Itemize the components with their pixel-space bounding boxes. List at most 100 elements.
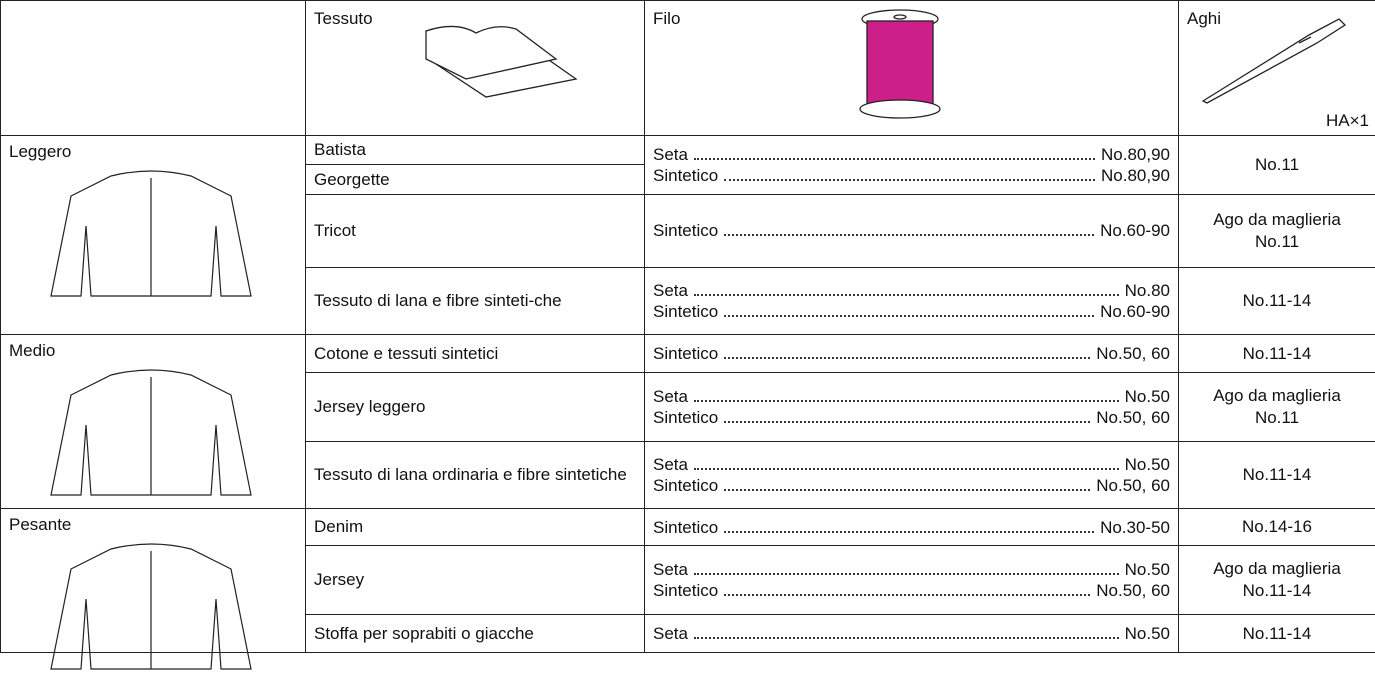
thread-name: Sintetico xyxy=(653,343,718,364)
thread-name: Seta xyxy=(653,386,688,407)
header-cell: Tessuto xyxy=(306,1,645,136)
needle-cell: No.11-14 xyxy=(1179,268,1375,335)
fabric-cell: Tessuto di lana e fibre sinteti-che xyxy=(306,268,645,335)
thread-cell: Seta No.80 Sintetico No.60-90 xyxy=(645,268,1179,335)
thread-name: Sintetico xyxy=(653,301,718,322)
fabric-name: Cotone e tessuti sintetici xyxy=(314,344,498,363)
thread-line: Seta No.50 xyxy=(653,454,1170,475)
thread-size: No.50 xyxy=(1125,623,1170,644)
needle-cell: No.11-14 xyxy=(1179,442,1375,509)
thread-name: Seta xyxy=(653,454,688,475)
fabric-cell: Cotone e tessuti sintetici xyxy=(306,335,645,373)
spool-icon xyxy=(845,7,955,125)
fabric-cell: Batista xyxy=(306,136,645,165)
table-row: Medio Cotone e tessuti sintetici Sintetico… xyxy=(1,335,1375,373)
needle-text: No.14-16 xyxy=(1187,516,1367,538)
fabric-cell: Tricot xyxy=(306,194,645,267)
needle-text: No.11-14 xyxy=(1187,580,1367,602)
thread-line: Sintetico No.50, 60 xyxy=(653,343,1170,364)
needle-text: Ago da maglieria xyxy=(1187,209,1367,231)
leader xyxy=(694,294,1119,296)
thread-name: Seta xyxy=(653,280,688,301)
fabric-name: Tricot xyxy=(314,221,356,240)
thread-line: Sintetico No.50, 60 xyxy=(653,475,1170,496)
thread-line: Seta No.50 xyxy=(653,559,1170,580)
thread-size: No.50 xyxy=(1125,454,1170,475)
thread-name: Sintetico xyxy=(653,580,718,601)
leader xyxy=(724,357,1090,359)
thread-size: No.60-90 xyxy=(1100,220,1170,241)
weight-label: Medio xyxy=(9,341,297,361)
weight-label: Pesante xyxy=(9,515,297,535)
weight-cell: Leggero xyxy=(1,136,306,335)
leader xyxy=(724,421,1090,423)
thread-cell: Sintetico No.50, 60 xyxy=(645,335,1179,373)
fabric-name: Stoffa per soprabiti o giacche xyxy=(314,624,534,643)
thread-cell: Seta No.50 Sintetico No.50, 60 xyxy=(645,442,1179,509)
thread-line: Seta No.80,90 xyxy=(653,144,1170,165)
thread-name: Sintetico xyxy=(653,165,718,186)
thread-name: Sintetico xyxy=(653,475,718,496)
page: body { margin: 0; width: 1375px; height:… xyxy=(0,0,1375,644)
needle-text: No.11-14 xyxy=(1187,464,1367,486)
leader xyxy=(694,573,1119,575)
leader xyxy=(724,234,1094,236)
leader xyxy=(724,179,1095,181)
needle-text: Ago da maglieria xyxy=(1187,558,1367,580)
leader xyxy=(694,158,1095,160)
thread-size: No.50, 60 xyxy=(1096,475,1170,496)
thread-size: No.30-50 xyxy=(1100,517,1170,538)
table-row: Pesante Denim Sintetico No.30-50 No.14-16 xyxy=(1,509,1375,546)
fabric-name: Jersey leggero xyxy=(314,397,426,416)
thread-name: Sintetico xyxy=(653,517,718,538)
thread-name: Seta xyxy=(653,144,688,165)
needle-type: HA×1 xyxy=(1326,111,1369,131)
thread-cell: Sintetico No.30-50 xyxy=(645,509,1179,546)
thread-line: Sintetico No.60-90 xyxy=(653,301,1170,322)
fabric-icon xyxy=(416,19,596,119)
fabric-cell: Denim xyxy=(306,509,645,546)
thread-size: No.60-90 xyxy=(1100,301,1170,322)
garment-icon xyxy=(41,166,261,306)
needle-text: No.11-14 xyxy=(1187,343,1367,365)
leader xyxy=(724,531,1094,533)
garment-icon xyxy=(41,365,261,505)
needle-text: No.11 xyxy=(1187,154,1367,176)
thread-size: No.50 xyxy=(1125,559,1170,580)
fabric-cell: Stoffa per soprabiti o giacche xyxy=(306,615,645,653)
fabric-name: Denim xyxy=(314,517,363,536)
fabric-cell: Jersey leggero xyxy=(306,372,645,441)
fabric-cell: Georgette xyxy=(306,165,645,194)
thread-size: No.80,90 xyxy=(1101,165,1170,186)
fabric-name: Tessuto di lana ordinaria e fibre sintet… xyxy=(314,465,627,484)
weight-cell: Pesante xyxy=(1,509,306,653)
needle-text: Ago da maglieria xyxy=(1187,385,1367,407)
empty-cell xyxy=(1,1,306,136)
needle-icon xyxy=(1199,15,1349,105)
thread-size: No.80,90 xyxy=(1101,144,1170,165)
thread-size: No.80 xyxy=(1125,280,1170,301)
header-cell: Filo xyxy=(645,1,1179,136)
needle-cell: No.14-16 xyxy=(1179,509,1375,546)
garment-icon xyxy=(41,539,261,679)
fabric-name: Georgette xyxy=(314,170,390,189)
page-body: {"header":{"tessuto":"Tessuto","filo":"F… xyxy=(0,0,1375,644)
thread-size: No.50, 60 xyxy=(1096,343,1170,364)
thread-name: Seta xyxy=(653,559,688,580)
fabric-name: Batista xyxy=(314,140,366,159)
leader xyxy=(724,594,1090,596)
header-text: Filo xyxy=(653,9,680,28)
needle-text: No.11-14 xyxy=(1187,623,1367,645)
thread-line: Sintetico No.80,90 xyxy=(653,165,1170,186)
